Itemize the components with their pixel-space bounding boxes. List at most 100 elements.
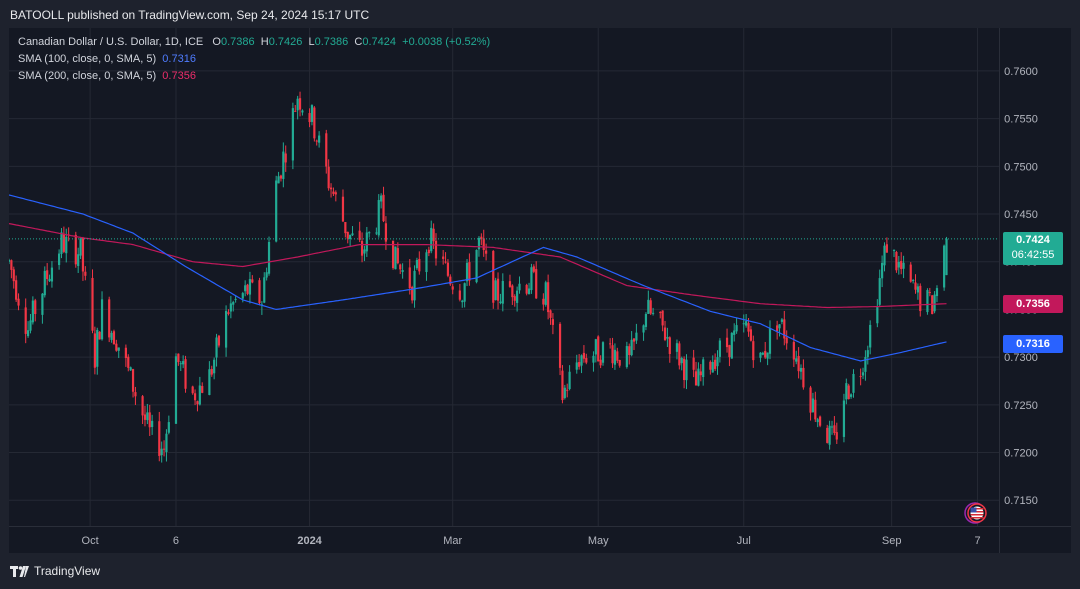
candle [167, 415, 170, 435]
publisher-info: BATOOLL published on TradingView.com, Se… [10, 8, 370, 22]
y-tick-label: 0.7600 [1004, 66, 1038, 78]
candle-body [229, 303, 232, 312]
sma100-tag-value: 0.7316 [1016, 338, 1050, 350]
candle-body [468, 262, 471, 281]
candle [213, 357, 216, 380]
candle [363, 245, 366, 262]
candle [885, 237, 888, 253]
candle [79, 238, 82, 260]
candle [697, 362, 700, 387]
candle-body [41, 293, 44, 315]
candle-body [945, 238, 948, 276]
candle [458, 283, 461, 302]
candle [224, 305, 228, 357]
candle-body [866, 350, 869, 358]
candle [182, 355, 185, 369]
candle [198, 376, 201, 406]
candle [394, 246, 397, 270]
candle-body [642, 325, 645, 333]
candle [93, 326, 96, 375]
candle-body [480, 236, 483, 239]
candle [597, 335, 600, 362]
candle [100, 291, 104, 341]
candle-body [399, 264, 402, 270]
candle-body [826, 427, 829, 443]
candle-body [869, 324, 872, 348]
candle [866, 345, 869, 365]
candle-body [298, 98, 302, 110]
price-chart[interactable]: 0.76000.75500.75000.74500.74000.73500.73… [9, 28, 1071, 553]
candle [683, 356, 686, 389]
candle-body [213, 359, 216, 374]
candle [783, 310, 786, 346]
candle [308, 108, 311, 128]
candle-body [244, 285, 247, 292]
candle [444, 252, 447, 264]
candle [62, 226, 65, 254]
candle-body [74, 234, 77, 265]
candle-body [916, 286, 919, 293]
candle [162, 440, 166, 457]
candle-body [62, 233, 65, 252]
candle-body [919, 285, 922, 312]
candle [897, 255, 900, 275]
candle-body [465, 262, 469, 282]
tradingview-logo[interactable]: TradingView [10, 564, 100, 578]
candle-body [208, 369, 211, 395]
candle-body [444, 261, 447, 263]
tradingview-logo-icon [10, 565, 29, 577]
candle [876, 299, 879, 328]
candle [685, 354, 688, 390]
candle-body [384, 223, 388, 242]
candle-body [65, 236, 68, 254]
candle [842, 393, 846, 443]
candle-body [933, 294, 936, 312]
candle-body [516, 290, 519, 303]
symbol-name[interactable]: Canadian Dollar / U.S. Dollar, 1D, ICE [18, 36, 204, 48]
candle [582, 345, 586, 363]
candle-body [9, 259, 11, 262]
candle-body [174, 356, 178, 424]
candle [611, 337, 614, 368]
chart-legend: Canadian Dollar / U.S. Dollar, 1D, ICE O… [18, 34, 490, 85]
candle [191, 385, 194, 395]
candle [864, 350, 867, 381]
candle-body [391, 240, 395, 269]
candle-body [496, 278, 500, 301]
candle-body [563, 387, 566, 398]
sma100-value: 0.7316 [162, 53, 196, 65]
candle-body [382, 194, 385, 222]
candle [651, 307, 655, 316]
candle [380, 193, 383, 209]
candle [702, 357, 705, 386]
flag-stripe [970, 517, 984, 519]
candle [759, 352, 762, 363]
candle [492, 250, 495, 309]
candle-body [143, 414, 147, 420]
candle-body [547, 282, 550, 313]
candle-body [351, 233, 354, 236]
candle [227, 309, 230, 316]
candle [725, 328, 729, 353]
candle-body [759, 352, 762, 358]
legend-sma100-row[interactable]: SMA (100, close, 0, SMA, 5) 0.7316 [18, 51, 490, 68]
candle-body [134, 392, 137, 397]
candle [301, 109, 304, 116]
candle [525, 283, 528, 296]
y-tick-label: 0.7200 [1004, 448, 1038, 460]
high-value: 0.7426 [268, 36, 303, 48]
candle-body [184, 359, 187, 389]
legend-sma200-row[interactable]: SMA (200, close, 0, SMA, 5) 0.7356 [18, 68, 490, 85]
chart-frame[interactable]: 0.76000.75500.75000.74500.74000.73500.73… [9, 28, 1071, 553]
candle [382, 186, 385, 223]
candle-body [747, 323, 750, 332]
candle [248, 271, 252, 304]
y-tick-label: 0.7550 [1004, 114, 1038, 126]
candle [601, 341, 605, 366]
candle-body [783, 319, 786, 339]
candle-body [728, 345, 731, 358]
candle [811, 392, 815, 413]
high-label: H [260, 36, 269, 48]
candle-body [29, 320, 32, 331]
candle-body [776, 325, 779, 332]
